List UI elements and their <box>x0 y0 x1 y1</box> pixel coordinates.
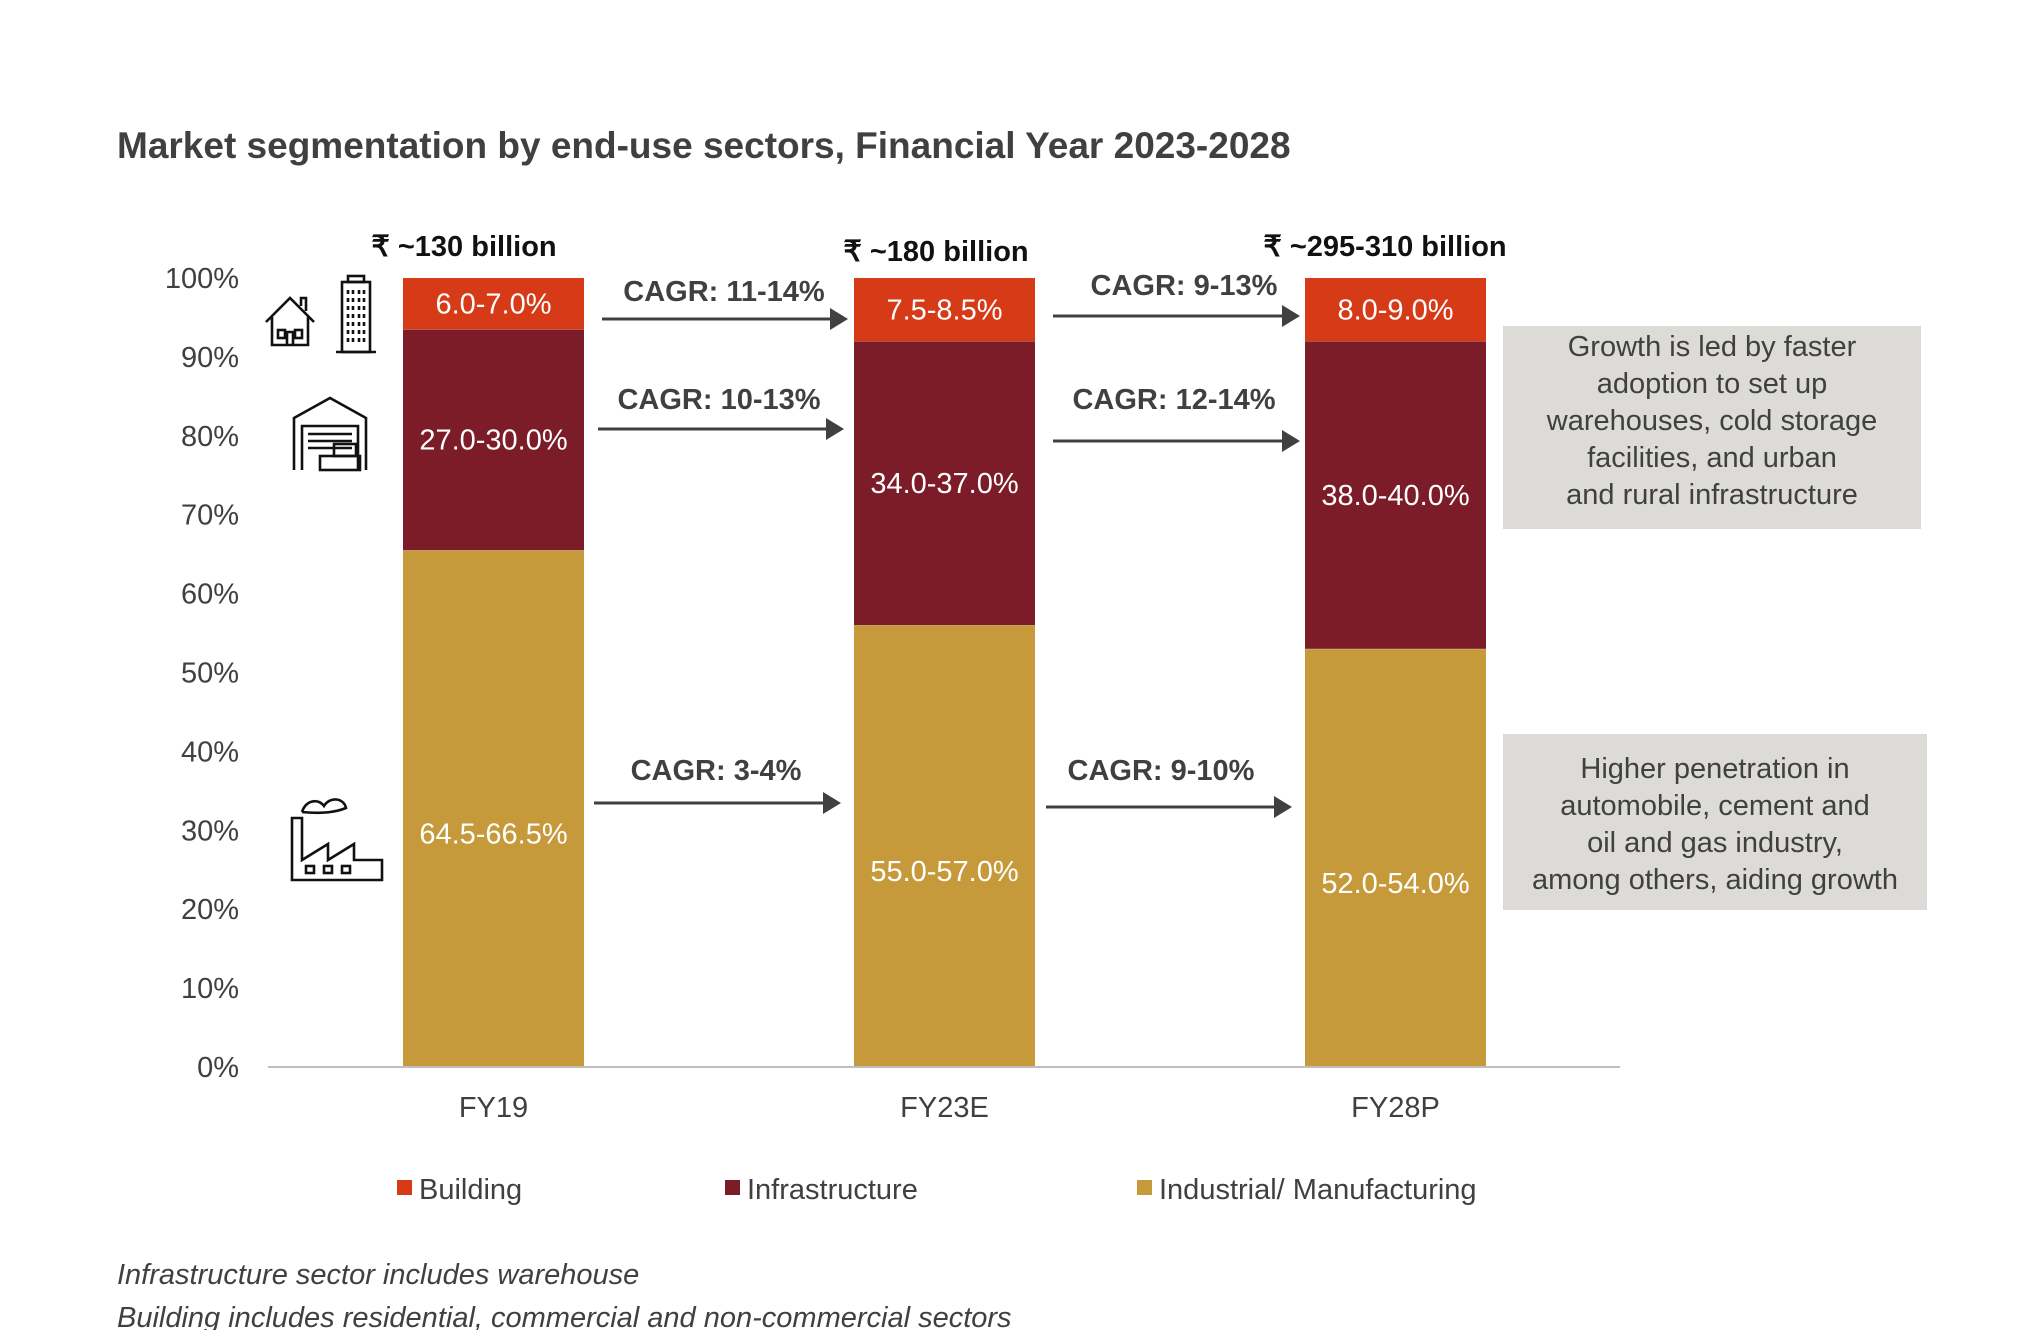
cagr-annotations: CAGR: 11-14% CAGR: 9-13% CAGR: 10-13% CAGR:… <box>594 270 1300 818</box>
annotation-line: among others, aiding growth <box>1532 864 1898 896</box>
annotation-line: facilities, and urban <box>1587 442 1837 474</box>
warehouse-icon <box>292 396 368 472</box>
bar-segment-infrastructure <box>403 329 584 551</box>
segment-label: 64.5-66.5% <box>419 819 567 851</box>
chart-title: Market segmentation by end-use sectors, … <box>117 125 1291 166</box>
annotation-line: and rural infrastructure <box>1566 479 1858 511</box>
y-tick-label: 80% <box>181 421 239 453</box>
annotation-line: Higher penetration in <box>1580 753 1849 785</box>
annotation-line: automobile, cement and <box>1560 790 1870 822</box>
x-tick-label: FY28P <box>1351 1092 1440 1124</box>
bar-segment-building <box>854 278 1035 342</box>
legend-label: Building <box>419 1174 522 1206</box>
legend: Building Infrastructure Industrial/ Manufa… <box>397 1174 1477 1206</box>
segment-label: 8.0-9.0% <box>1337 295 1453 327</box>
y-tick-label: 20% <box>181 894 239 926</box>
annotation-line: warehouses, cold storage <box>1546 405 1877 437</box>
annotation-line: Growth is led by faster <box>1568 331 1857 363</box>
bar-segment-infrastructure <box>1305 341 1486 649</box>
y-tick-label: 30% <box>181 815 239 847</box>
arrow-head-icon <box>826 418 844 440</box>
bar-segment-building <box>403 278 584 330</box>
footnotes: Infrastructure sector includes warehouse… <box>117 1259 1012 1330</box>
y-tick-label: 90% <box>181 342 239 374</box>
cagr-label: CAGR: 3-4% <box>631 755 802 787</box>
y-tick-label: 0% <box>197 1052 239 1084</box>
x-tick-label: FY19 <box>459 1092 528 1124</box>
total-label: ₹ ~130 billion <box>371 231 556 263</box>
arrow-head-icon <box>1274 796 1292 818</box>
annotation-boxes: Growth is led by faster adoption to set u… <box>1503 326 1927 910</box>
arrow-head-icon <box>1282 430 1300 452</box>
cagr-label: CAGR: 10-13% <box>617 384 820 416</box>
segment-label: 6.0-7.0% <box>435 289 551 321</box>
total-label: ₹ ~295-310 billion <box>1263 231 1506 263</box>
legend-label: Industrial/ Manufacturing <box>1159 1174 1477 1206</box>
cagr-label: CAGR: 9-13% <box>1091 270 1278 302</box>
segment-label: 27.0-30.0% <box>419 425 567 457</box>
footnote: Infrastructure sector includes warehouse <box>117 1259 639 1291</box>
segment-label: 38.0-40.0% <box>1321 480 1469 512</box>
bar-segment-infrastructure <box>854 341 1035 626</box>
annotation-line: adoption to set up <box>1597 368 1828 400</box>
bar-segment-building <box>1305 278 1486 342</box>
annotation-line: oil and gas industry, <box>1587 827 1843 859</box>
x-axis: FY19 FY23E FY28P <box>459 1092 1440 1124</box>
legend-swatch <box>397 1180 412 1195</box>
segment-label: 55.0-57.0% <box>870 856 1018 888</box>
legend-label: Infrastructure <box>747 1174 918 1206</box>
y-tick-label: 40% <box>181 736 239 768</box>
footnote: Building includes residential, commercia… <box>117 1302 1012 1330</box>
arrow-head-icon <box>830 308 848 330</box>
annotation-box <box>1503 734 1927 910</box>
annotation-box <box>1503 326 1921 529</box>
y-tick-label: 50% <box>181 658 239 690</box>
house-icon <box>265 296 315 347</box>
factory-icon <box>290 798 384 882</box>
y-tick-label: 10% <box>181 973 239 1005</box>
y-axis: 0% 10% 20% 30% 40% 50% 60% 70% 80% 90% 100% <box>165 263 239 1084</box>
segment-label: 52.0-54.0% <box>1321 868 1469 900</box>
y-tick-label: 100% <box>165 263 239 295</box>
y-tick-label: 70% <box>181 500 239 532</box>
bar-segment-industrial-manufacturing <box>854 625 1035 1067</box>
total-label: ₹ ~180 billion <box>843 236 1028 268</box>
arrow-head-icon <box>823 792 841 814</box>
arrow-head-icon <box>1282 305 1300 327</box>
cagr-label: CAGR: 12-14% <box>1072 384 1275 416</box>
office-building-icon <box>336 274 376 354</box>
bar-segment-industrial-manufacturing <box>403 550 584 1067</box>
segment-label: 7.5-8.5% <box>886 295 1002 327</box>
legend-swatch <box>1137 1180 1152 1195</box>
totals: ₹ ~130 billion ₹ ~180 billion ₹ ~295-310 b… <box>371 231 1506 268</box>
legend-swatch <box>725 1180 740 1195</box>
y-tick-label: 60% <box>181 579 239 611</box>
segment-label: 34.0-37.0% <box>870 468 1018 500</box>
x-tick-label: FY23E <box>900 1092 989 1124</box>
bars: 64.5-66.5% 27.0-30.0% 6.0-7.0% 55.0-57.0% 34… <box>403 278 1486 1067</box>
cagr-label: CAGR: 9-10% <box>1068 755 1255 787</box>
cagr-label: CAGR: 11-14% <box>623 276 825 308</box>
bar-segment-industrial-manufacturing <box>1305 648 1486 1067</box>
